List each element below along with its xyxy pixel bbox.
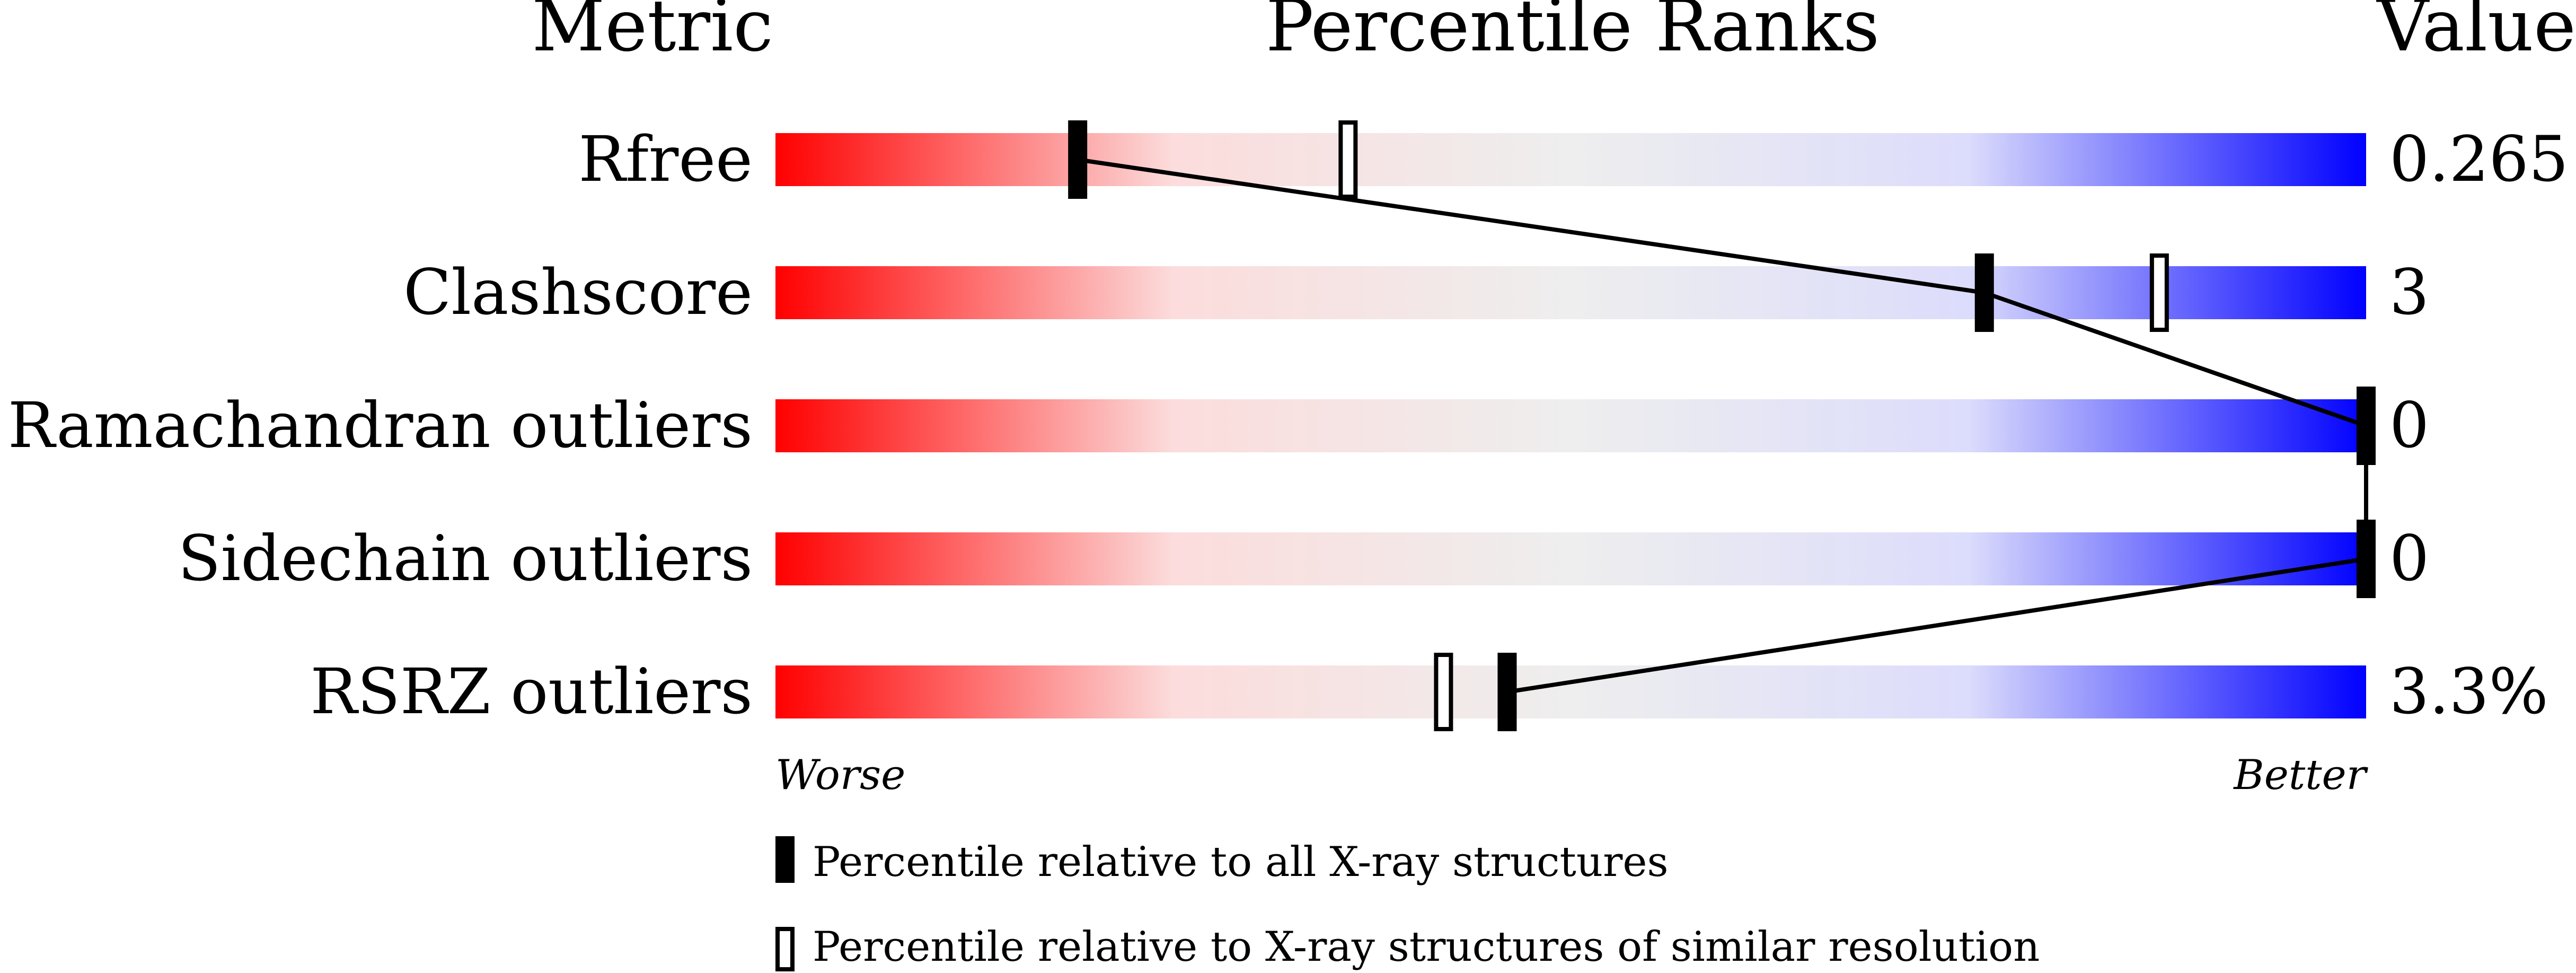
worse-label: Worse	[775, 751, 905, 799]
better-label: Better	[2233, 751, 2368, 799]
similar-resolution-marker	[1338, 120, 1358, 199]
metric-row: Clashscore 3	[403, 256, 2429, 329]
all-structures-marker	[2357, 520, 2376, 598]
percentile-bar	[775, 399, 2366, 452]
header-metric: Metric	[532, 0, 773, 67]
similar-resolution-marker	[1434, 653, 1453, 731]
metric-value: 0.265	[2389, 122, 2569, 196]
chart-title: Percentile Ranks	[1266, 0, 1880, 67]
legend-open-marker-icon	[775, 927, 795, 971]
metric-value: 3.3%	[2389, 655, 2548, 728]
legend-label-similar: Percentile relative to X-ray structures …	[813, 923, 2040, 971]
all-structures-marker	[1497, 653, 1517, 731]
percentile-bar	[775, 665, 2366, 718]
percentile-bar	[775, 133, 2366, 186]
similar-resolution-marker	[2149, 253, 2169, 332]
metric-label: Rfree	[578, 122, 753, 196]
metric-label: Clashscore	[403, 256, 753, 329]
metric-value: 3	[2389, 256, 2429, 329]
legend-label-all: Percentile relative to all X-ray structu…	[813, 838, 1669, 886]
metric-value: 0	[2389, 522, 2429, 595]
metric-row: Ramachandran outliers 0	[8, 389, 2429, 462]
metric-value: 0	[2389, 389, 2429, 462]
all-structures-marker	[2357, 387, 2376, 465]
all-structures-marker	[1974, 253, 1994, 332]
percentile-bar	[775, 266, 2366, 319]
metric-row: RSRZ outliers 3.3%	[310, 655, 2548, 728]
metric-label: Sidechain outliers	[178, 522, 753, 595]
header-value: Value	[2376, 0, 2576, 67]
all-structures-marker	[1068, 120, 1088, 199]
metric-label: RSRZ outliers	[310, 655, 753, 728]
metric-row: Rfree 0.265	[578, 122, 2568, 196]
metric-row: Sidechain outliers 0	[178, 522, 2429, 595]
legend-filled-marker-icon	[775, 836, 795, 883]
metric-label: Ramachandran outliers	[8, 389, 753, 462]
percentile-bar	[775, 532, 2366, 585]
